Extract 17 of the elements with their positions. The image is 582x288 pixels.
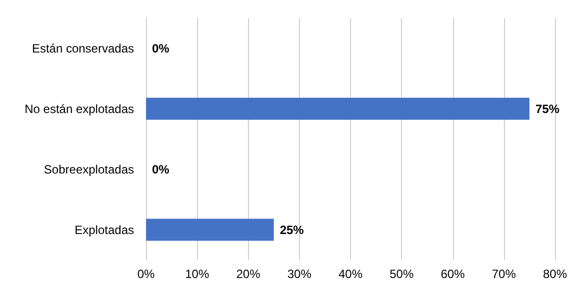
- data-label: 75%: [535, 102, 560, 116]
- x-tick-label: 10%: [185, 267, 210, 281]
- x-tick-label: 60%: [440, 267, 466, 281]
- y-tick-label: Sobreexplotadas: [44, 162, 134, 176]
- x-tick-label: 70%: [492, 267, 516, 281]
- data-label: 25%: [280, 222, 304, 237]
- y-tick-label: No están explotadas: [24, 102, 134, 116]
- data-label: 0%: [152, 162, 170, 176]
- y-tick-label: Explotadas: [74, 222, 134, 237]
- y-tick-label: Están conservadas: [32, 41, 134, 56]
- x-tick-label: 30%: [287, 267, 312, 281]
- x-tick-label: 80%: [542, 267, 568, 281]
- x-tick-label: 50%: [390, 267, 414, 281]
- x-tick-label: 20%: [236, 267, 261, 281]
- x-tick-label: 0%: [137, 267, 155, 281]
- data-label: 0%: [152, 41, 170, 56]
- x-tick-label: 40%: [338, 267, 363, 281]
